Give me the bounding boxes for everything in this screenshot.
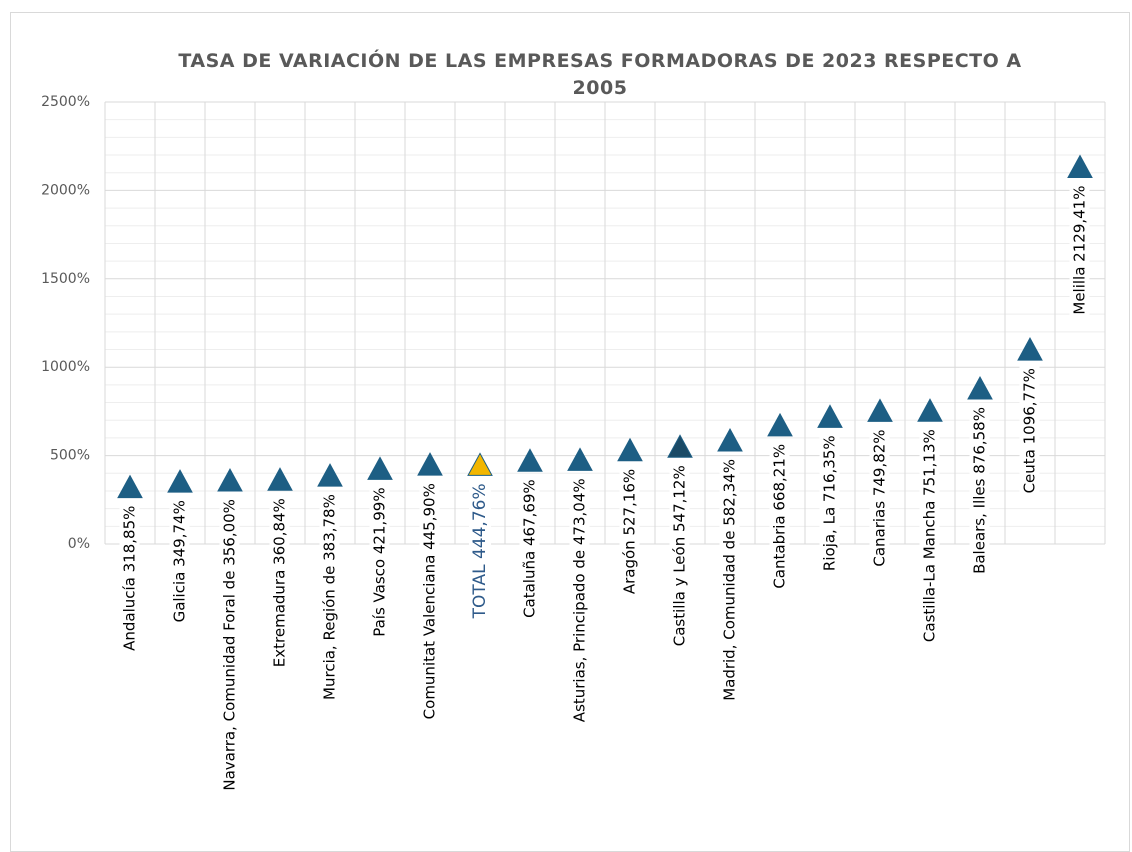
point-marker <box>367 456 393 480</box>
data-label-background <box>319 492 340 702</box>
point-marker <box>667 434 693 458</box>
point-marker <box>1017 337 1043 361</box>
data-label-background <box>369 485 390 639</box>
point-marker <box>617 437 643 462</box>
data-label: Rioja, La 716,35% <box>821 435 839 571</box>
y-tick-label: 1000% <box>41 359 90 375</box>
point-marker <box>517 448 543 472</box>
data-label-background <box>1069 183 1090 317</box>
y-tick-label: 2500% <box>41 94 90 110</box>
data-label-background <box>519 477 540 620</box>
data-label: Comunitat Valenciana 445,90% <box>421 483 439 719</box>
point-marker <box>717 427 743 452</box>
point-marker <box>467 452 493 476</box>
point-marker <box>917 398 943 422</box>
data-label: Navarra, Comunidad Foral de 356,00% <box>221 499 239 791</box>
data-label: Asturias, Principado de 473,04% <box>571 478 589 722</box>
point-marker <box>167 469 193 493</box>
data-label: Murcia, Región de 383,78% <box>321 494 339 700</box>
data-label-background <box>1019 366 1040 496</box>
data-label-background <box>769 441 790 591</box>
data-label: Cantabria 668,21% <box>771 444 789 589</box>
point-marker <box>267 467 293 491</box>
data-label: Aragón 527,16% <box>621 469 639 594</box>
point-marker <box>567 447 593 471</box>
data-label: Castilla-La Mancha 751,13% <box>921 429 939 642</box>
data-label-background <box>869 427 890 569</box>
data-label: Galicia 349,74% <box>171 500 189 622</box>
data-label: Melilla 2129,41% <box>1071 186 1089 315</box>
data-label-background <box>819 433 840 574</box>
data-label: Extremadura 360,84% <box>271 498 289 667</box>
data-label-background <box>669 463 690 649</box>
point-marker <box>817 404 843 428</box>
point-marker <box>967 375 993 400</box>
data-label-background <box>219 497 240 793</box>
y-tick-label: 0% <box>68 536 90 552</box>
data-label-background <box>269 496 290 670</box>
data-label: Madrid, Comunidad de 582,34% <box>721 459 739 701</box>
point-marker <box>117 474 143 499</box>
data-label-background <box>119 503 140 653</box>
data-label-background <box>169 498 190 625</box>
data-label: Balears, Illes 876,58% <box>971 407 989 574</box>
data-label: País Vasco 421,99% <box>371 487 389 636</box>
data-label-background <box>619 466 640 597</box>
y-tick-label: 2000% <box>41 182 90 198</box>
data-label: Ceuta 1096,77% <box>1021 368 1039 493</box>
point-marker <box>767 412 793 437</box>
data-label-background <box>969 405 990 576</box>
chart-title: TASA DE VARIACIÓN DE LAS EMPRESAS FORMAD… <box>178 50 1022 99</box>
y-tick-label: 500% <box>50 448 90 464</box>
point-marker <box>217 468 243 492</box>
point-marker <box>867 398 893 422</box>
data-label-background <box>419 481 440 722</box>
data-label: TOTAL 444,76% <box>470 483 490 619</box>
point-marker <box>317 463 343 487</box>
y-tick-label: 1500% <box>41 271 90 287</box>
data-label-background <box>719 457 740 703</box>
point-marker <box>417 452 443 476</box>
point-marker <box>1067 154 1093 179</box>
data-label: Castilla y León 547,12% <box>671 465 689 646</box>
data-label-background <box>569 476 590 725</box>
data-label-background <box>919 427 940 645</box>
data-label: Cataluña 467,69% <box>521 479 539 618</box>
data-label: Andalucía 318,85% <box>121 506 139 651</box>
data-label: Canarias 749,82% <box>871 429 889 566</box>
data-label-background <box>469 481 491 622</box>
